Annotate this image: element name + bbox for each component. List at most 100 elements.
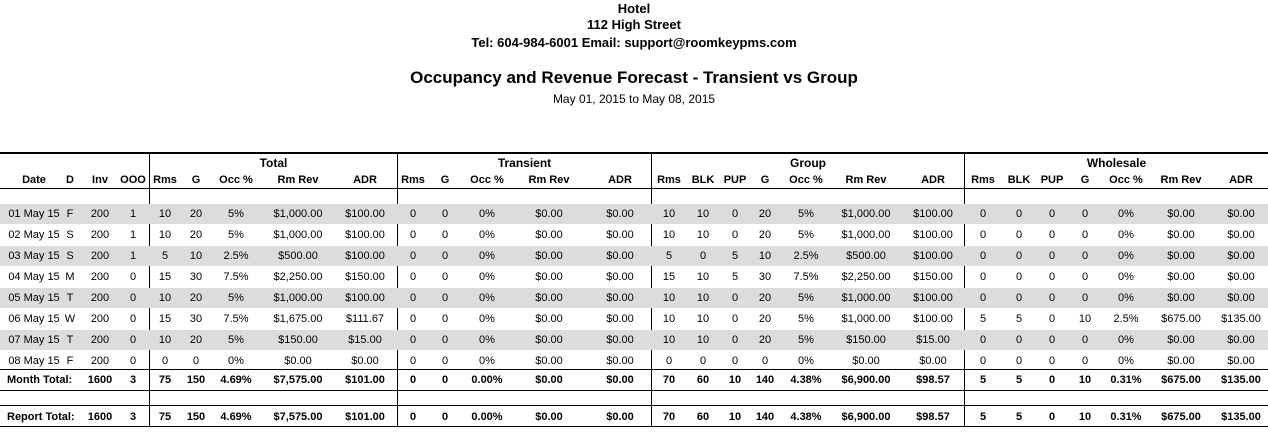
table-cell: 5 (979, 313, 987, 325)
column-header: D (66, 174, 74, 186)
table-cell: $0.00 (606, 292, 634, 304)
table-cell: $0.00 (1227, 250, 1255, 262)
hotel-address: 112 High Street (587, 17, 681, 32)
table-cell: 0 (129, 292, 137, 304)
table-cell: 20 (758, 208, 772, 220)
table-cell: $0.00 (1167, 250, 1195, 262)
table-cell: 0 (409, 292, 417, 304)
table-cell: $0.00 (1227, 355, 1255, 367)
table-cell: $150.00 (913, 271, 953, 283)
table-cell: 0% (1118, 292, 1134, 304)
table-cell: 30 (189, 271, 203, 283)
table-cell: 1 (129, 229, 137, 241)
total-cell: 4.69% (220, 411, 252, 423)
table-cell: 200 (90, 271, 110, 283)
total-cell: 10 (728, 411, 742, 423)
table-cell: 0 (1048, 355, 1056, 367)
table-cell: 0% (479, 250, 495, 262)
table-cell: 10 (189, 250, 203, 262)
table-cell: 08 May 15 (8, 355, 60, 367)
table-cell: $0.00 (606, 208, 634, 220)
table-cell: 0% (479, 292, 495, 304)
table-cell: 0 (731, 355, 739, 367)
table-cell: 0 (1015, 250, 1023, 262)
table-cell: $135.00 (1221, 313, 1261, 325)
total-cell: $7,575.00 (273, 411, 323, 423)
table-cell: $0.00 (1167, 292, 1195, 304)
group-header-wholesale: Wholesale (1086, 156, 1147, 170)
table-cell: 0 (1015, 355, 1023, 367)
table-cell: 2.5% (793, 250, 819, 262)
column-header: Rms (971, 174, 995, 186)
table-rule (0, 426, 1268, 427)
column-header: ADR (921, 174, 945, 186)
table-cell: 10 (696, 292, 710, 304)
table-cell: 03 May 15 (8, 250, 60, 262)
total-cell: 4.38% (790, 374, 822, 386)
table-cell: 5% (228, 334, 244, 346)
table-cell: 200 (90, 334, 110, 346)
table-cell: 0 (979, 208, 987, 220)
table-cell: 0 (1015, 271, 1023, 283)
total-cell: $101.00 (345, 411, 385, 423)
table-cell: 10 (696, 229, 710, 241)
table-cell: 02 May 15 (8, 229, 60, 241)
table-cell: 0 (129, 313, 137, 325)
column-header: BLK (1007, 174, 1031, 186)
total-cell: $0.00 (535, 374, 563, 386)
table-cell: 0% (1118, 334, 1134, 346)
total-cell: 10 (1078, 411, 1092, 423)
table-cell: 0% (479, 229, 495, 241)
hotel-name: Hotel (617, 1, 651, 16)
table-cell: $100.00 (345, 250, 385, 262)
total-cell: 0.00% (471, 374, 503, 386)
table-cell: 5 (161, 250, 169, 262)
table-cell: 5% (228, 292, 244, 304)
table-cell: $0.00 (535, 271, 563, 283)
table-cell: $0.00 (606, 229, 634, 241)
table-cell: 5 (665, 250, 673, 262)
table-cell: 5% (228, 208, 244, 220)
column-header: G (1080, 174, 1090, 186)
table-cell: 0 (761, 355, 769, 367)
table-cell: 200 (90, 292, 110, 304)
table-cell: 10 (662, 292, 676, 304)
total-cell: 5 (979, 374, 987, 386)
table-cell: $0.00 (919, 355, 947, 367)
table-cell: 20 (758, 229, 772, 241)
table-cell: 0% (479, 208, 495, 220)
table-cell: 30 (758, 271, 772, 283)
table-cell: 0 (129, 271, 137, 283)
table-cell: 0% (479, 355, 495, 367)
table-rule (0, 390, 1268, 391)
table-cell: 20 (189, 208, 203, 220)
table-cell: M (65, 271, 75, 283)
table-rule (0, 188, 1268, 189)
table-cell: $0.00 (535, 313, 563, 325)
column-header: Rms (657, 174, 681, 186)
table-cell: 01 May 15 (8, 208, 60, 220)
table-cell: $100.00 (345, 208, 385, 220)
table-cell: 0% (479, 313, 495, 325)
column-header: Rm Rev (277, 174, 319, 186)
table-cell: 0% (1118, 208, 1134, 220)
total-cell: $0.00 (606, 374, 634, 386)
total-cell: 60 (696, 374, 710, 386)
table-cell: 0 (192, 355, 200, 367)
table-cell: 0% (228, 355, 244, 367)
table-cell: T (66, 334, 74, 346)
table-cell: 0 (409, 271, 417, 283)
total-cell: 75 (158, 374, 172, 386)
report-title: Occupancy and Revenue Forecast - Transie… (410, 68, 858, 87)
table-cell: 10 (662, 208, 676, 220)
table-cell: 0 (1081, 292, 1089, 304)
table-cell: $0.00 (1167, 271, 1195, 283)
total-cell: $675.00 (1161, 374, 1201, 386)
total-cell: $6,900.00 (841, 411, 891, 423)
table-cell: 0 (979, 229, 987, 241)
table-cell: $100.00 (913, 229, 953, 241)
table-cell: 10 (696, 313, 710, 325)
table-cell: $15.00 (916, 334, 950, 346)
table-cell: $0.00 (1227, 229, 1255, 241)
table-cell: 7.5% (223, 313, 249, 325)
